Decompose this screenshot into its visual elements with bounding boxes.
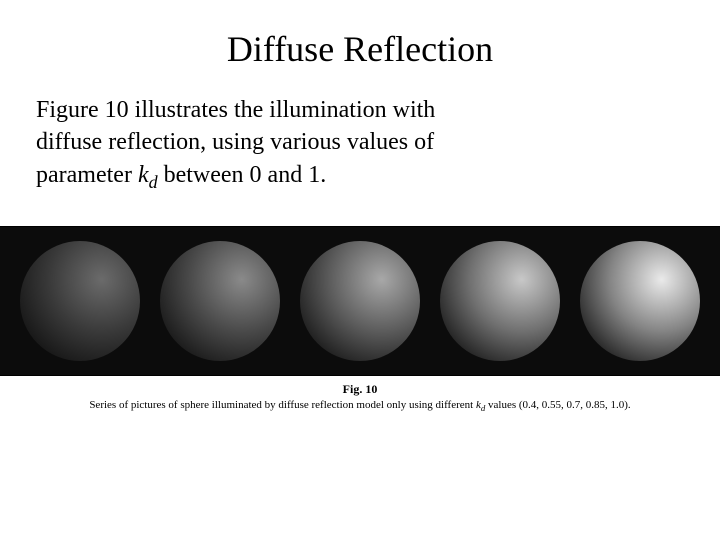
sphere-1	[160, 241, 280, 361]
body-var-sub-d: d	[149, 172, 158, 192]
body-paragraph: Figure 10 illustrates the illumination w…	[0, 70, 720, 194]
figure-caption: Fig. 10 Series of pictures of sphere ill…	[0, 382, 720, 413]
body-line-1: Figure 10 illustrates the illumination w…	[36, 97, 435, 123]
sphere-3	[440, 241, 560, 361]
caption-text-pre: Series of pictures of sphere illuminated…	[89, 399, 476, 411]
page-title: Diffuse Reflection	[0, 0, 720, 70]
sphere-0	[20, 241, 140, 361]
body-line-2: diffuse reflection, using various values…	[36, 129, 434, 155]
sphere-2	[300, 241, 420, 361]
body-var-k: k	[138, 162, 149, 188]
sphere-figure	[0, 226, 720, 376]
body-line-3-pre: parameter	[36, 162, 138, 188]
caption-label: Fig. 10	[20, 382, 700, 397]
caption-text-post: values (0.4, 0.55, 0.7, 0.85, 1.0).	[485, 399, 630, 411]
body-line-3-post: between 0 and 1.	[158, 162, 327, 188]
sphere-4	[580, 241, 700, 361]
